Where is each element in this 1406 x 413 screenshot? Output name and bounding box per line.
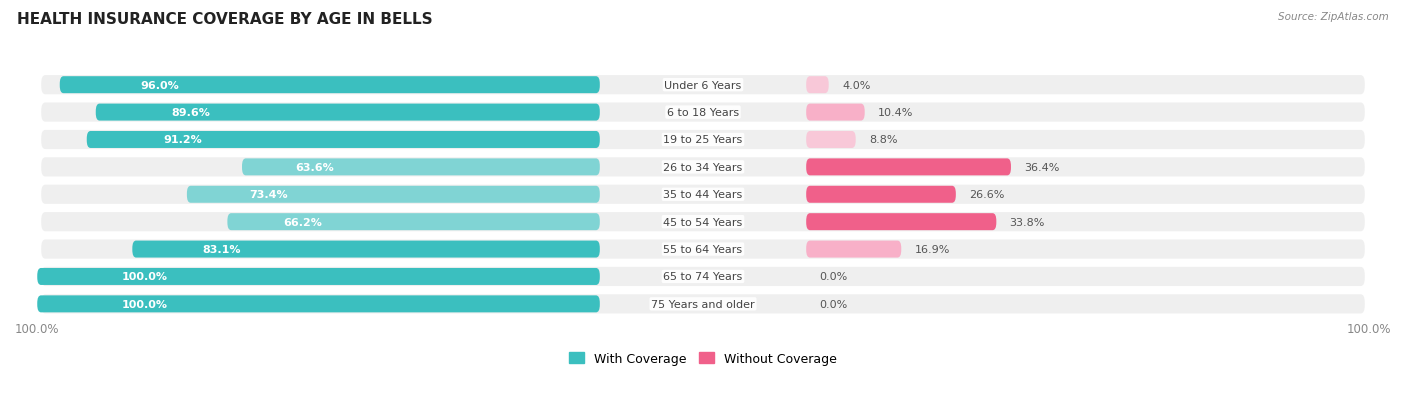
Text: 63.6%: 63.6% (295, 162, 335, 173)
Text: 66.2%: 66.2% (283, 217, 322, 227)
Text: 26.6%: 26.6% (969, 190, 1004, 200)
FancyBboxPatch shape (806, 186, 956, 203)
Text: Source: ZipAtlas.com: Source: ZipAtlas.com (1278, 12, 1389, 22)
FancyBboxPatch shape (806, 104, 865, 121)
Text: 65 to 74 Years: 65 to 74 Years (664, 272, 742, 282)
Text: 36.4%: 36.4% (1025, 162, 1060, 173)
FancyBboxPatch shape (41, 267, 1365, 286)
FancyBboxPatch shape (806, 132, 856, 149)
Text: 83.1%: 83.1% (202, 244, 240, 254)
FancyBboxPatch shape (41, 103, 1365, 122)
FancyBboxPatch shape (242, 159, 600, 176)
FancyBboxPatch shape (87, 132, 600, 149)
Text: 89.6%: 89.6% (172, 108, 211, 118)
FancyBboxPatch shape (96, 104, 600, 121)
FancyBboxPatch shape (41, 213, 1365, 232)
Text: 6 to 18 Years: 6 to 18 Years (666, 108, 740, 118)
FancyBboxPatch shape (41, 185, 1365, 204)
FancyBboxPatch shape (41, 240, 1365, 259)
Text: 100.0%: 100.0% (122, 299, 167, 309)
Text: 4.0%: 4.0% (842, 81, 870, 90)
FancyBboxPatch shape (806, 77, 828, 94)
Legend: With Coverage, Without Coverage: With Coverage, Without Coverage (564, 347, 842, 370)
Text: 100.0%: 100.0% (122, 272, 167, 282)
FancyBboxPatch shape (132, 241, 600, 258)
Text: 91.2%: 91.2% (163, 135, 202, 145)
FancyBboxPatch shape (37, 268, 600, 285)
Text: 19 to 25 Years: 19 to 25 Years (664, 135, 742, 145)
FancyBboxPatch shape (806, 159, 1011, 176)
FancyBboxPatch shape (806, 214, 997, 230)
Text: 55 to 64 Years: 55 to 64 Years (664, 244, 742, 254)
FancyBboxPatch shape (41, 294, 1365, 314)
Text: 96.0%: 96.0% (141, 81, 180, 90)
FancyBboxPatch shape (59, 77, 600, 94)
FancyBboxPatch shape (228, 214, 600, 230)
FancyBboxPatch shape (187, 186, 600, 203)
Text: 75 Years and older: 75 Years and older (651, 299, 755, 309)
Text: 26 to 34 Years: 26 to 34 Years (664, 162, 742, 173)
FancyBboxPatch shape (41, 158, 1365, 177)
Text: 16.9%: 16.9% (914, 244, 950, 254)
FancyBboxPatch shape (37, 296, 600, 313)
FancyBboxPatch shape (806, 241, 901, 258)
Text: 45 to 54 Years: 45 to 54 Years (664, 217, 742, 227)
Text: 8.8%: 8.8% (869, 135, 897, 145)
Text: HEALTH INSURANCE COVERAGE BY AGE IN BELLS: HEALTH INSURANCE COVERAGE BY AGE IN BELL… (17, 12, 433, 27)
Text: 33.8%: 33.8% (1010, 217, 1045, 227)
Text: Under 6 Years: Under 6 Years (665, 81, 741, 90)
Text: 10.4%: 10.4% (877, 108, 914, 118)
FancyBboxPatch shape (41, 131, 1365, 150)
Text: 0.0%: 0.0% (820, 272, 848, 282)
FancyBboxPatch shape (41, 76, 1365, 95)
Text: 35 to 44 Years: 35 to 44 Years (664, 190, 742, 200)
Text: 73.4%: 73.4% (249, 190, 287, 200)
Text: 0.0%: 0.0% (820, 299, 848, 309)
